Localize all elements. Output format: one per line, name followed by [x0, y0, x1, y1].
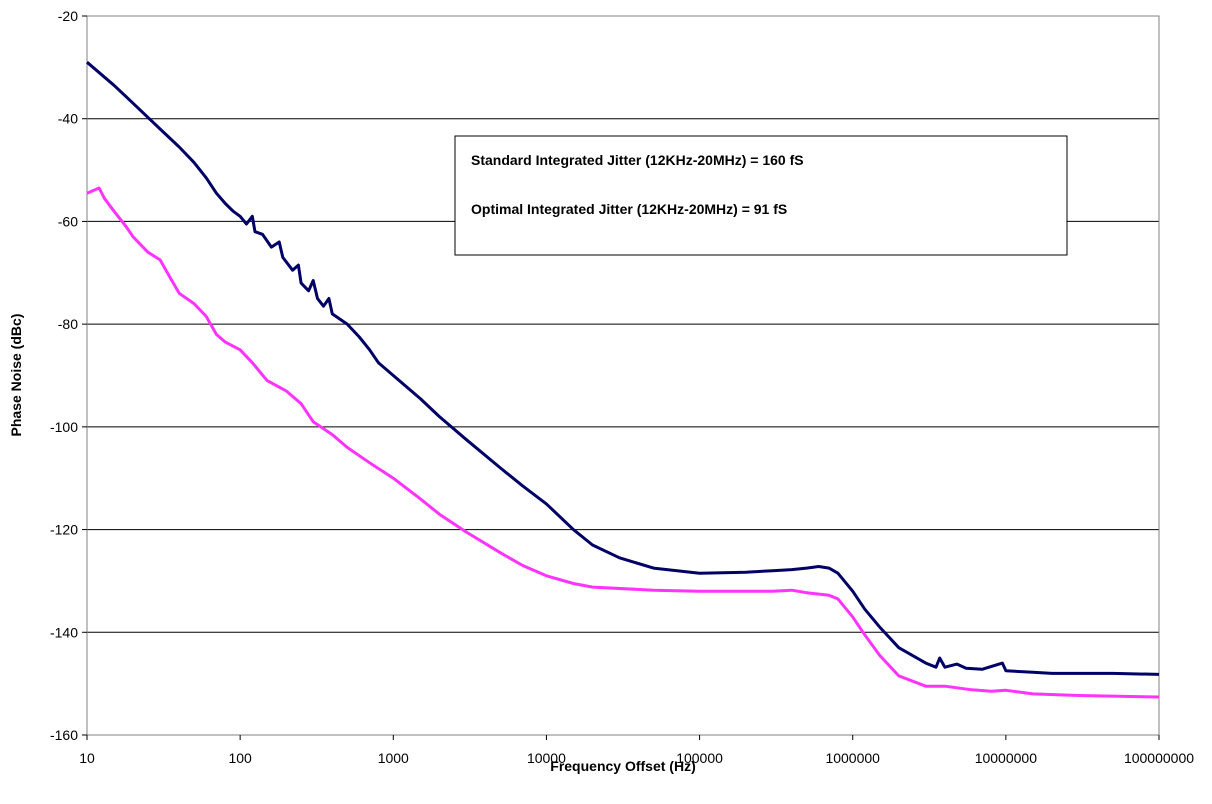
gridlines: [87, 118, 1159, 633]
x-axis-title: Frequency Offset (Hz): [550, 758, 695, 774]
annotation-standard-jitter: Standard Integrated Jitter (12KHz-20MHz)…: [471, 152, 804, 168]
y-tick-label: -80: [58, 316, 78, 332]
annotation-optimal-jitter: Optimal Integrated Jitter (12KHz-20MHz) …: [471, 201, 787, 217]
y-tick-label: -40: [58, 111, 78, 127]
x-tick-label: 100000: [676, 750, 723, 766]
series-lines: [86, 61, 1160, 699]
y-tick-label: -20: [58, 8, 78, 24]
x-tick-label: 1000000: [825, 750, 880, 766]
series-line-2: [86, 186, 1160, 699]
series-line-1: [86, 61, 1160, 676]
x-tick-label: 10000: [527, 750, 566, 766]
y-tick-label: -160: [50, 727, 78, 743]
annotation-frame: [454, 135, 1068, 256]
x-tick-label: 100: [228, 750, 252, 766]
plot-area-frame: [86, 15, 1160, 736]
y-tick-label: -120: [50, 522, 78, 538]
y-axis-title: Phase Noise (dBc): [8, 314, 24, 437]
x-axis-ticks: 10 100 1000 10000 100000 1000000 10000000 10000…: [79, 735, 1194, 766]
y-tick-label: -100: [50, 419, 78, 435]
y-tick-label: -140: [50, 624, 78, 640]
y-axis-ticks: -20 -40 -60 -80 -100 -120 -140 -160: [50, 8, 87, 743]
x-tick-label: 10000000: [975, 750, 1038, 766]
x-tick-label: 1000: [378, 750, 409, 766]
x-tick-label: 100000000: [1124, 750, 1194, 766]
x-tick-label: 10: [79, 750, 95, 766]
y-tick-label: -60: [58, 213, 78, 229]
annotation-box: Standard Integrated Jitter (12KHz-20MHz)…: [454, 135, 1068, 256]
